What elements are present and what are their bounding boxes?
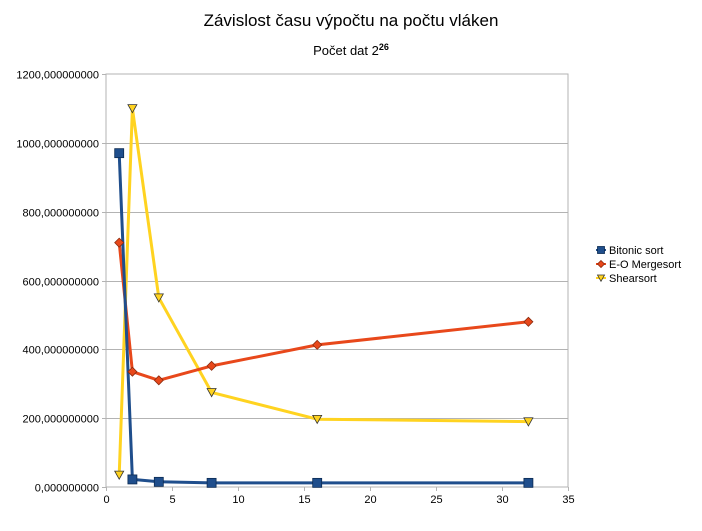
- series-lines: [114, 104, 534, 488]
- chart-title: Závislost času výpočtu na počtu vláken: [204, 11, 499, 30]
- legend-item: E-O Mergesort: [596, 259, 681, 271]
- data-point-e-o-mergesort: [206, 360, 217, 371]
- y-tick-label: 400,000000000: [23, 345, 99, 357]
- data-point-shearsort: [127, 104, 138, 114]
- plot-area-border: [105, 73, 569, 488]
- y-tick-label: 600,000000000: [23, 277, 99, 289]
- legend-item: Shearsort: [596, 273, 657, 285]
- legend-label: Bitonic sort: [609, 245, 663, 257]
- x-tick-label: 0: [103, 494, 109, 506]
- data-point-e-o-mergesort: [153, 375, 164, 386]
- chart-subtitle-main: Počet dat 2: [313, 43, 379, 58]
- legend-marker: [597, 246, 605, 254]
- data-point-shearsort: [523, 417, 534, 427]
- data-point-shearsort: [153, 293, 164, 303]
- x-tick-label: 30: [496, 494, 508, 506]
- data-point-e-o-mergesort: [114, 237, 125, 248]
- series-line-e-o-mergesort: [117, 242, 529, 382]
- grid-lines: [105, 73, 569, 488]
- chart-subtitle: Počet dat 226: [313, 42, 389, 58]
- data-point-shearsort: [114, 470, 125, 481]
- legend-label: Shearsort: [609, 273, 657, 285]
- x-tick-label: 35: [562, 494, 574, 506]
- y-tick-label: 1000,000000000: [16, 139, 99, 151]
- data-point-e-o-mergesort: [523, 316, 534, 327]
- legend-item: Bitonic sort: [596, 245, 663, 257]
- data-point-e-o-mergesort: [312, 339, 323, 350]
- data-point-bitonic-sort: [114, 148, 125, 159]
- data-point-e-o-mergesort: [127, 366, 138, 377]
- axes: 0,000000000 200,000000000 400,000000000 600…: [16, 70, 574, 507]
- y-tick-label: 200,000000000: [23, 414, 99, 426]
- x-tick-label: 25: [430, 494, 442, 506]
- x-tick-label: 5: [169, 494, 175, 506]
- data-point-bitonic-sort: [153, 476, 164, 487]
- legend: Bitonic sort E-O Mergesort Shearsort: [596, 245, 681, 285]
- y-tick-label: 800,000000000: [23, 208, 99, 220]
- legend-label: E-O Mergesort: [609, 259, 681, 271]
- series-line-bitonic-sort: [117, 153, 529, 485]
- series-line-shearsort: [117, 106, 529, 476]
- data-point-bitonic-sort: [523, 477, 534, 488]
- chart-subtitle-superscript: 26: [379, 42, 389, 52]
- x-tick-label: 20: [364, 494, 376, 506]
- x-tick-label: 15: [298, 494, 310, 506]
- y-tick-label: 1200,000000000: [16, 70, 99, 82]
- legend-marker: [596, 274, 606, 283]
- data-point-bitonic-sort: [312, 477, 323, 488]
- data-point-bitonic-sort: [206, 477, 217, 488]
- data-point-bitonic-sort: [127, 474, 138, 485]
- legend-marker: [596, 259, 606, 269]
- data-point-shearsort: [206, 388, 217, 398]
- y-tick-label: 0,000000000: [35, 483, 99, 495]
- data-point-shearsort: [312, 414, 323, 425]
- x-tick-label: 10: [232, 494, 244, 506]
